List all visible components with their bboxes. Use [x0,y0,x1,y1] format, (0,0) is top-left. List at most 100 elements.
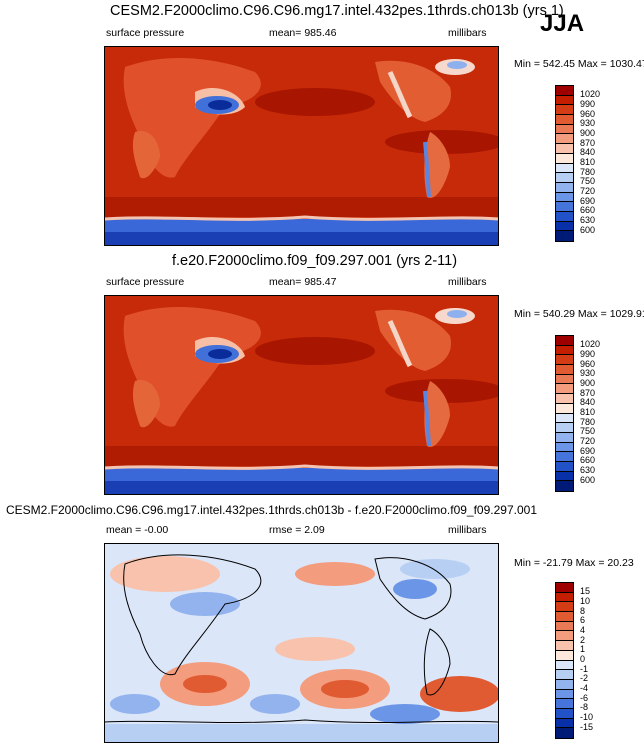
colorbar-label: -6 [580,692,589,703]
colorbar-label: 900 [580,377,596,388]
colorbar-swatch [556,211,573,222]
colorbar-swatch [556,679,573,690]
panel-2-map [104,295,499,495]
colorbar-label: 6 [580,615,586,626]
colorbar-label: 810 [580,157,596,167]
panel-3-units: millibars [448,524,487,536]
colorbar-label: 8 [580,605,586,616]
panel-3-map [104,543,499,743]
colorbar-swatch [556,163,573,174]
colorbar-swatch [556,413,573,424]
colorbar-label: 1 [580,644,586,655]
colorbar-swatch [556,728,573,738]
colorbar-label: 630 [580,215,596,226]
colorbar-label: 15 [580,586,591,597]
panel-2-variable: surface pressure [106,276,185,288]
panel-3-map-svg [105,544,498,742]
panel-1-map [104,46,499,246]
colorbar-label: 720 [580,186,596,197]
colorbar-label: 990 [580,348,596,359]
colorbar-swatch [556,95,573,106]
colorbar-swatch [556,660,573,671]
colorbar-swatch [556,153,573,164]
panel-3-colorbar [555,582,574,739]
colorbar-label: -4 [580,683,589,694]
colorbar-swatch [556,384,573,395]
colorbar-label: 630 [580,465,596,476]
colorbar-swatch [556,221,573,232]
colorbar-label: 780 [580,166,596,177]
panel-2-title: f.e20.F2000climo.f09_f09.297.001 (yrs 2-… [172,253,458,269]
colorbar-swatch [556,134,573,145]
colorbar-label: 1020 [580,339,601,350]
colorbar-label: 690 [580,445,596,456]
colorbar-label: 870 [580,387,596,398]
colorbar-swatch [556,621,573,632]
colorbar-swatch [556,86,573,96]
colorbar-label: 660 [580,455,596,466]
colorbar-swatch [556,602,573,613]
panel-1-colorbar [555,85,574,242]
colorbar-label: 750 [580,176,596,187]
colorbar-swatch [556,336,573,346]
colorbar-label: 1020 [580,89,601,100]
colorbar-swatch [556,192,573,203]
colorbar-swatch [556,592,573,603]
panel-3-minmax: Min = -21.79 Max = 20.23 [514,557,634,569]
colorbar-label: 780 [580,416,596,427]
colorbar-swatch [556,144,573,154]
colorbar-label: -15 [580,721,594,732]
colorbar-swatch [556,583,573,593]
colorbar-label: 840 [580,147,596,158]
colorbar-swatch [556,403,573,414]
panel-1-title: CESM2.F2000climo.C96.C96.mg17.intel.432p… [110,3,564,19]
colorbar-swatch [556,394,573,404]
colorbar-label: 960 [580,108,596,119]
colorbar-swatch [556,641,573,651]
colorbar-swatch [556,612,573,622]
colorbar-label: 750 [580,426,596,437]
colorbar-swatch [556,631,573,642]
panel-1-units: millibars [448,27,487,39]
colorbar-swatch [556,202,573,212]
colorbar-swatch [556,124,573,135]
colorbar-label: 600 [580,474,596,485]
colorbar-swatch [556,173,573,183]
panel-1-mean: mean= 985.46 [269,27,337,39]
panel-1-minmax: Min = 542.45 Max = 1030.47 [514,58,644,70]
colorbar-label: 930 [580,368,596,379]
panel-2-mean: mean= 985.47 [269,276,337,288]
colorbar-label: 720 [580,436,596,447]
colorbar-label: -2 [580,673,589,684]
season-label: JJA [540,10,585,37]
colorbar-swatch [556,374,573,385]
panel-3-title: CESM2.F2000climo.C96.C96.mg17.intel.432p… [6,503,537,517]
panel-3-mean: mean = -0.00 [106,524,169,536]
colorbar-swatch [556,182,573,193]
colorbar-label: 810 [580,407,596,417]
colorbar-label: 960 [580,358,596,369]
colorbar-swatch [556,481,573,491]
colorbar-swatch [556,670,573,680]
colorbar-label: 690 [580,195,596,206]
panel-2-colorbar [555,335,574,492]
panel-1-map-svg [105,47,498,245]
colorbar-swatch [556,355,573,366]
colorbar-label: 990 [580,98,596,109]
colorbar-swatch [556,442,573,453]
colorbar-label: 870 [580,137,596,148]
colorbar-label: 600 [580,224,596,235]
colorbar-swatch [556,105,573,116]
panel-1-variable: surface pressure [106,27,185,39]
colorbar-swatch [556,699,573,709]
colorbar-swatch [556,471,573,482]
colorbar-swatch [556,718,573,729]
panel-3-rmse: rmse = 2.09 [269,524,325,536]
colorbar-label: -10 [580,712,594,723]
panel-2-map-svg [105,296,498,494]
colorbar-swatch [556,231,573,241]
colorbar-label: 0 [580,654,586,664]
colorbar-swatch [556,650,573,661]
colorbar-swatch [556,452,573,462]
panel-2-units: millibars [448,276,487,288]
